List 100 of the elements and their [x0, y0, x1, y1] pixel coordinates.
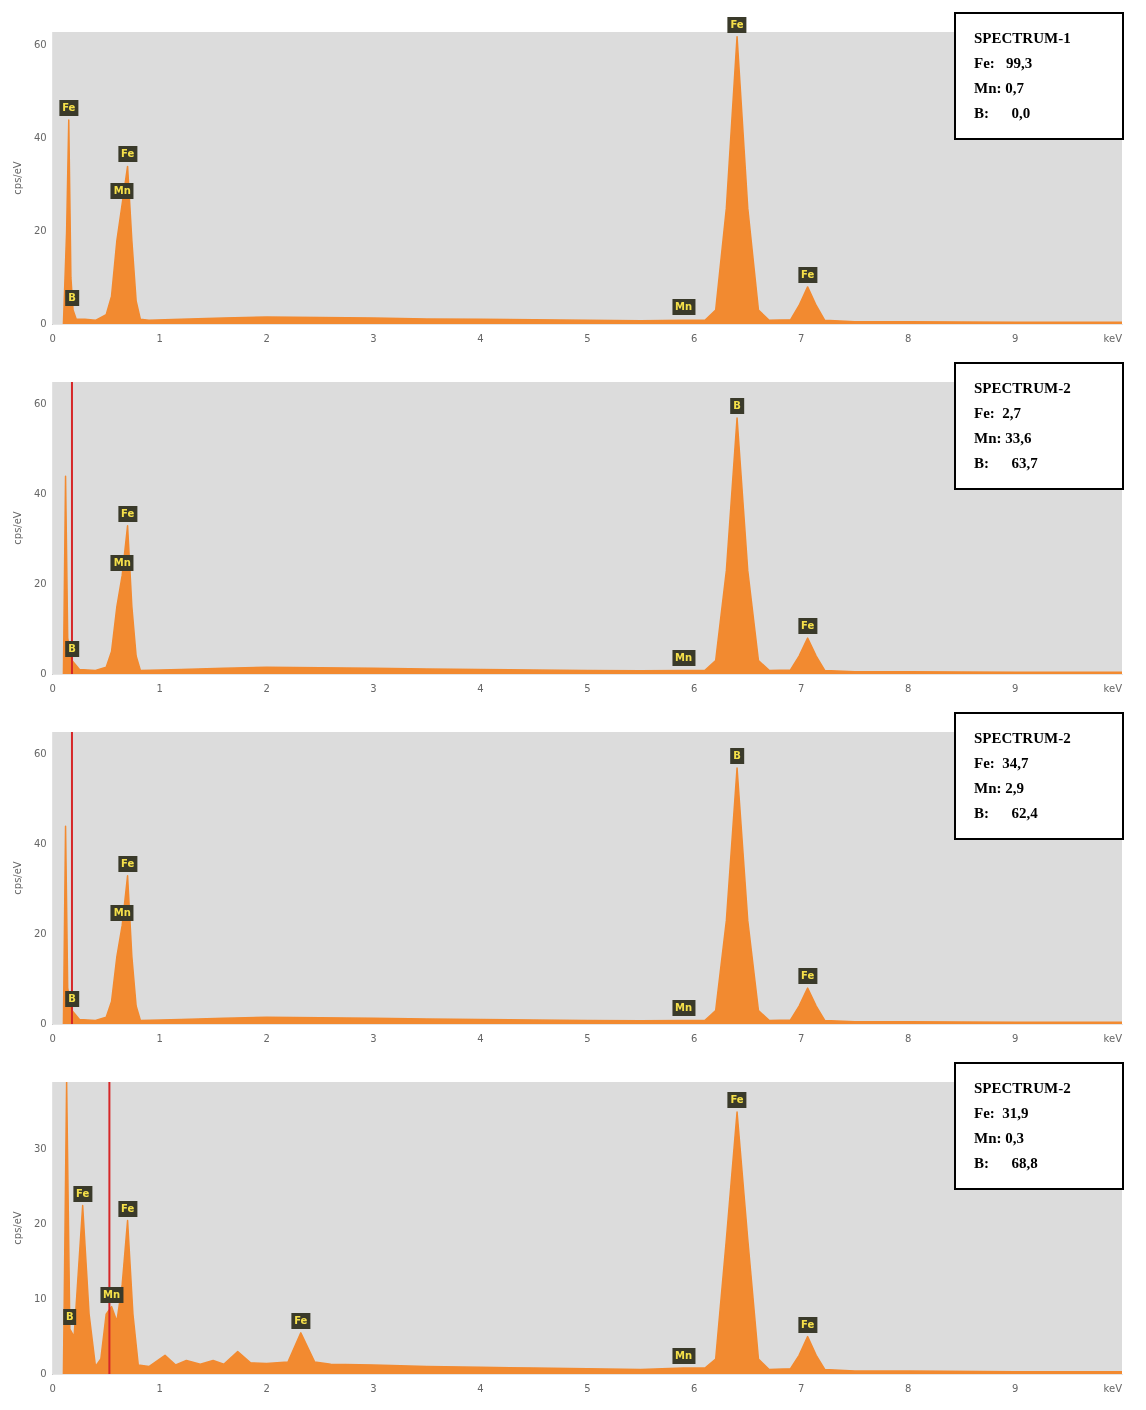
x-tick-label: 0	[49, 332, 56, 344]
annotation: Fe	[117, 1200, 138, 1217]
y-tick-label: 20	[33, 224, 47, 236]
y-tick-label: 40	[33, 132, 47, 144]
x-tick-label: 2	[263, 1382, 270, 1394]
annotation: Mn: 0,7	[974, 80, 1025, 97]
annotation: Fe: 2,7	[974, 405, 1023, 422]
x-tick-label: 3	[370, 682, 377, 694]
annotation: Mn	[672, 1348, 696, 1364]
annotation: B: 63,7	[974, 455, 1039, 472]
x-tick-label: 6	[691, 332, 698, 344]
annotation: Fe	[727, 1091, 747, 1108]
x-tick-label: 8	[904, 332, 912, 344]
x-tick-label: 1	[156, 1032, 163, 1044]
x-tick-label: 1	[156, 332, 163, 344]
annotation: SPECTRUM-2	[974, 1080, 1072, 1097]
x-tick-label: 9	[1011, 332, 1019, 344]
x-tick-label: 4	[477, 682, 484, 694]
x-tick-label: 7	[798, 1032, 805, 1044]
annotation: B	[730, 397, 744, 414]
annotation: Fe	[117, 146, 138, 163]
annotation: Fe: 31,9	[974, 1105, 1030, 1122]
x-tick-label: 9	[1011, 1032, 1019, 1044]
annotation: B	[65, 990, 79, 1007]
x-tick-label: 4	[477, 1032, 484, 1044]
annotation: Fe: 99,3	[974, 55, 1034, 72]
y-tick-label: 20	[33, 577, 47, 589]
annotation: Mn	[110, 183, 134, 200]
annotation: Mn	[672, 299, 696, 316]
annotation: Mn	[672, 649, 696, 666]
annotation: Mn	[99, 1286, 124, 1303]
annotation: Mn	[672, 999, 696, 1016]
annotation: SPECTRUM-2	[974, 730, 1072, 747]
x-axis-title: keV	[1103, 1382, 1123, 1394]
x-tick-label: 5	[584, 1032, 591, 1044]
annotation: Fe	[291, 1312, 311, 1329]
annotation: Mn: 0,3	[974, 1130, 1025, 1147]
x-tick-label: 5	[584, 332, 591, 344]
x-axis-title: keV	[1103, 1032, 1123, 1044]
y-tick-label: 0	[40, 667, 47, 679]
annotation: Mn	[110, 905, 134, 922]
x-tick-label: 7	[798, 682, 805, 694]
annotation: B	[65, 640, 79, 657]
annotation: B: 68,8	[974, 1155, 1039, 1172]
x-tick-label: 9	[1011, 1382, 1019, 1394]
annotation: Fe: 34,7	[974, 755, 1030, 772]
x-tick-label: 1	[156, 682, 163, 694]
x-tick-label: 7	[798, 332, 805, 344]
annotation: Mn	[110, 555, 134, 572]
y-tick-label: 0	[40, 1367, 47, 1379]
y-tick-label: 10	[33, 1292, 47, 1304]
annotation: Fe	[798, 968, 818, 985]
annotation: Fe	[727, 16, 747, 33]
y-tick-label: 60	[33, 39, 47, 51]
x-tick-label: 7	[798, 1382, 805, 1394]
y-axis-title: cps/eV	[11, 161, 23, 195]
x-tick-label: 5	[584, 1382, 591, 1394]
y-axis-title: cps/eV	[11, 861, 23, 895]
x-tick-label: 5	[584, 682, 591, 694]
y-tick-label: 0	[40, 1017, 47, 1029]
annotation: Fe	[117, 855, 138, 872]
y-tick-label: 0	[40, 317, 47, 329]
x-tick-label: 6	[691, 682, 698, 694]
x-tick-label: 8	[904, 682, 912, 694]
x-tick-label: 6	[691, 1382, 698, 1394]
x-tick-label: 3	[370, 332, 377, 344]
x-tick-label: 3	[370, 1382, 377, 1394]
x-tick-label: 4	[477, 1382, 484, 1394]
annotation: Fe	[798, 266, 818, 283]
annotation: Mn: 33,6	[974, 430, 1033, 447]
x-tick-label: 2	[263, 332, 270, 344]
y-tick-label: 60	[33, 398, 47, 410]
annotation: Fe	[117, 505, 138, 522]
annotation: Fe	[798, 618, 818, 635]
x-tick-label: 2	[263, 1032, 270, 1044]
y-axis-title: cps/eV	[11, 511, 23, 545]
annotation: B: 62,4	[974, 805, 1039, 822]
x-tick-label: 0	[49, 1382, 56, 1394]
x-tick-label: 2	[263, 682, 270, 694]
y-tick-label: 60	[33, 748, 47, 760]
x-tick-label: 3	[370, 1032, 377, 1044]
y-tick-label: 40	[33, 837, 47, 849]
x-axis-title: keV	[1103, 682, 1123, 694]
x-tick-label: 6	[691, 1032, 698, 1044]
x-tick-label: 1	[156, 1382, 163, 1394]
annotation: Fe	[59, 100, 79, 117]
y-tick-label: 20	[33, 927, 47, 939]
annotation: SPECTRUM-2	[974, 380, 1072, 397]
x-tick-label: 0	[49, 682, 56, 694]
x-tick-label: 8	[904, 1032, 912, 1044]
y-tick-label: 40	[33, 487, 47, 499]
annotation: Fe	[798, 1316, 818, 1333]
y-axis-title: cps/eV	[11, 1211, 23, 1245]
annotation: B: 0,0	[974, 105, 1032, 122]
annotation: B	[65, 290, 79, 307]
annotation: B	[63, 1309, 77, 1326]
annotation: B	[730, 747, 744, 764]
annotation: Fe	[73, 1185, 93, 1202]
y-tick-label: 20	[33, 1217, 47, 1229]
x-tick-label: 0	[49, 1032, 56, 1044]
